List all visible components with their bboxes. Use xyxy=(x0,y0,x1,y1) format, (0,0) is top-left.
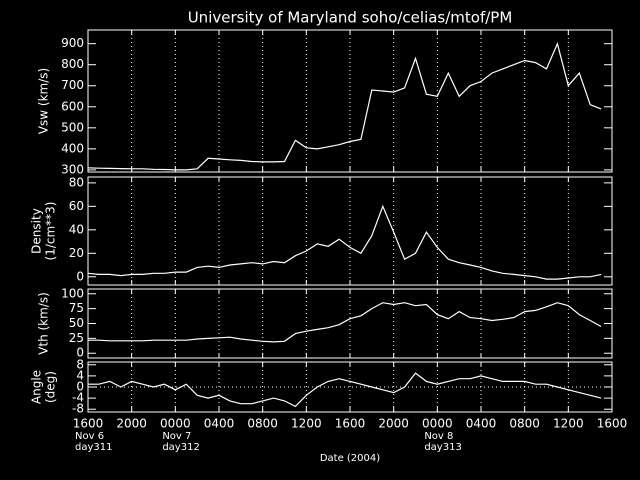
x-tick-label: 1200 xyxy=(553,417,584,431)
y-tick-label: -4 xyxy=(72,391,84,405)
x-tick-label: 0400 xyxy=(204,417,235,431)
x-axis-label: Date (2004) xyxy=(320,453,380,464)
date-label: day311 xyxy=(75,442,112,453)
data-line xyxy=(88,302,602,343)
y-tick-label: 600 xyxy=(61,99,84,113)
y-tick-label: 100 xyxy=(61,286,84,300)
y-axis-label: (1/cm**3) xyxy=(44,202,58,261)
y-axis-label: Angle xyxy=(30,370,44,404)
y-tick-label: 400 xyxy=(61,141,84,155)
date-label: day312 xyxy=(162,442,199,453)
y-tick-label: 4 xyxy=(76,368,84,382)
y-tick-label: 75 xyxy=(69,301,84,315)
x-tick-label: 2000 xyxy=(378,417,409,431)
y-tick-label: 60 xyxy=(69,199,84,213)
y-axis-label: Density xyxy=(30,208,44,254)
date-label: Nov 8 xyxy=(424,431,453,442)
y-tick-label: 80 xyxy=(69,175,84,189)
x-tick-label: 1600 xyxy=(597,417,628,431)
y-tick-label: 8 xyxy=(76,357,84,371)
chart-title: University of Maryland soho/celias/mtof/… xyxy=(188,9,513,27)
panel-frame xyxy=(87,288,613,359)
date-label: Nov 6 xyxy=(75,431,104,442)
y-axis-label: Vsw (km/s) xyxy=(37,68,51,134)
x-tick-label: 0800 xyxy=(247,417,278,431)
y-tick-label: -8 xyxy=(72,402,84,416)
y-tick-label: 25 xyxy=(69,331,84,345)
x-tick-label: 0800 xyxy=(509,417,540,431)
data-line xyxy=(87,41,602,171)
x-tick-label: 2000 xyxy=(116,417,147,431)
data-line xyxy=(88,372,602,408)
date-label: Nov 7 xyxy=(162,431,191,442)
x-tick-label: 0000 xyxy=(422,417,453,431)
data-line xyxy=(87,204,602,280)
y-tick-label: 900 xyxy=(61,36,84,50)
y-tick-label: 700 xyxy=(61,78,84,92)
y-tick-label: 0 xyxy=(76,346,84,360)
x-tick-label: 1600 xyxy=(73,417,104,431)
x-tick-label: 0000 xyxy=(160,417,191,431)
y-axis-label: (deg) xyxy=(44,371,58,403)
date-label: day313 xyxy=(424,442,461,453)
y-tick-label: 500 xyxy=(61,120,84,134)
x-tick-label: 0400 xyxy=(466,417,497,431)
y-axis-label: Vth (km/s) xyxy=(37,292,51,355)
y-tick-label: 40 xyxy=(69,222,84,236)
y-tick-label: 50 xyxy=(69,316,84,330)
y-tick-label: 0 xyxy=(76,269,84,283)
x-tick-label: 1200 xyxy=(291,417,322,431)
y-tick-label: 20 xyxy=(69,246,84,260)
x-tick-label: 1600 xyxy=(335,417,366,431)
y-tick-label: 300 xyxy=(61,162,84,176)
y-tick-label: 0 xyxy=(76,380,84,394)
y-tick-label: 800 xyxy=(61,57,84,71)
